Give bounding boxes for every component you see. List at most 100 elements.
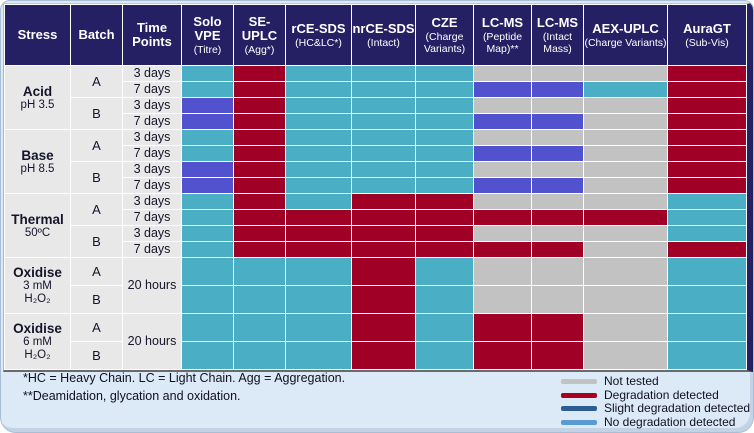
result-cell-no-degradation: [181, 341, 234, 370]
result-cell-degradation: [233, 129, 286, 146]
table-row: B: [5, 285, 747, 314]
column-header: LC-MS (Intact Mass): [531, 4, 584, 66]
result-cell-degradation: [415, 241, 474, 258]
legend-label: No degradation detected: [604, 414, 736, 429]
batch-label: A: [70, 313, 123, 342]
result-cell-degradation: [233, 113, 286, 130]
column-title: LC-MS: [536, 14, 579, 30]
result-cell-degradation: [233, 161, 286, 178]
stress-condition: pH 3.5: [20, 98, 55, 111]
result-cell-no-degradation: [415, 313, 474, 342]
result-cell-no-degradation: [415, 129, 474, 146]
result-cell-not-tested: [531, 129, 584, 146]
result-cell-degradation: [473, 313, 532, 342]
time-point-label: 20 hours: [122, 313, 182, 370]
result-cell-degradation: [667, 177, 747, 194]
stress-condition: 50ºC: [24, 226, 51, 239]
footnote-line: *HC = Heavy Chain. LC = Light Chain. Agg…: [23, 371, 346, 385]
results-table-frame: Stress Batch Time Points Solo VPE (Titre) SE-…: [3, 3, 753, 372]
batch-label: B: [70, 341, 123, 370]
result-cell-slight-degradation: [531, 177, 584, 194]
column-title: nrCE-SDS: [352, 20, 415, 36]
result-cell-no-degradation: [181, 285, 234, 314]
column-title: SE-UPLC: [241, 13, 278, 43]
result-cell-no-degradation: [181, 129, 234, 146]
result-cell-no-degradation: [415, 257, 474, 286]
result-cell-no-degradation: [583, 81, 668, 98]
result-cell-no-degradation: [667, 225, 747, 242]
result-cell-no-degradation: [285, 113, 352, 130]
result-cell-degradation: [233, 145, 286, 162]
time-point-label: 3 days: [122, 193, 182, 210]
result-cell-not-tested: [473, 97, 532, 114]
result-cell-degradation: [351, 193, 416, 210]
stress-name: Acid: [22, 83, 53, 99]
result-cell-slight-degradation: [181, 97, 234, 114]
result-cell-degradation: [531, 313, 584, 342]
time-point-label: 7 days: [122, 209, 182, 226]
column-header: Time Points: [122, 4, 182, 66]
legend-label: Not tested: [604, 374, 659, 389]
batch-label: B: [70, 285, 123, 314]
result-cell-not-tested: [583, 225, 668, 242]
column-subtitle: (Sub-Vis): [685, 36, 729, 49]
stress-condition: H₂O₂: [24, 293, 51, 305]
result-cell-no-degradation: [667, 193, 747, 210]
result-cell-no-degradation: [351, 161, 416, 178]
stress-label: Base pH 8.5: [4, 129, 71, 194]
legend-item: Not tested: [561, 375, 750, 389]
stress-name: Thermal: [11, 211, 64, 227]
column-subtitle: (Intact): [367, 36, 400, 49]
result-cell-no-degradation: [285, 257, 352, 286]
result-cell-no-degradation: [285, 129, 352, 146]
result-cell-slight-degradation: [531, 81, 584, 98]
column-subtitle: (Intact Mass): [542, 30, 573, 55]
column-title: AEX-UPLC: [592, 20, 659, 36]
stress-condition: pH 8.5: [20, 162, 55, 175]
time-point-label: 3 days: [122, 129, 182, 146]
result-cell-slight-degradation: [473, 113, 532, 130]
result-cell-not-tested: [531, 65, 584, 82]
result-cell-degradation: [667, 113, 747, 130]
result-cell-degradation: [351, 285, 416, 314]
column-header: CZE (Charge Variants): [415, 4, 474, 66]
legend-label: Slight degradation detected: [604, 401, 751, 416]
result-cell-not-tested: [583, 313, 668, 342]
result-cell-not-tested: [583, 65, 668, 82]
column-subtitle: (HC&LC*): [295, 36, 342, 49]
column-title: CZE: [431, 14, 458, 30]
legend: Not tested Degradation detected Slight deg…: [561, 375, 750, 429]
column-title: Batch: [78, 27, 115, 42]
batch-label: A: [70, 129, 123, 162]
result-cell-not-tested: [531, 97, 584, 114]
column-subtitle: (Titre): [193, 43, 222, 56]
time-point-label: 7 days: [122, 177, 182, 194]
result-cell-no-degradation: [351, 97, 416, 114]
table-row: Base pH 8.5 A 3 days: [4, 129, 747, 194]
result-cell-not-tested: [583, 241, 668, 258]
result-cell-degradation: [285, 241, 352, 258]
time-point-label: 3 days: [122, 161, 182, 178]
result-cell-no-degradation: [351, 177, 416, 194]
result-cell-no-degradation: [233, 257, 286, 286]
result-cell-not-tested: [531, 193, 584, 210]
result-cell-no-degradation: [415, 81, 474, 98]
result-cell-degradation: [351, 257, 416, 286]
result-cell-no-degradation: [415, 177, 474, 194]
time-point-label: 7 days: [122, 113, 182, 130]
legend-swatch: [561, 406, 597, 412]
result-cell-not-tested: [583, 113, 668, 130]
table-row: B: [5, 341, 747, 370]
result-cell-not-tested: [531, 257, 584, 286]
stress-label: Acid pH 3.5: [4, 65, 71, 130]
column-header: AEX-UPLC (Charge Variants): [583, 4, 668, 66]
result-cell-no-degradation: [415, 113, 474, 130]
result-cell-no-degradation: [415, 97, 474, 114]
result-cell-no-degradation: [667, 209, 747, 226]
result-cell-not-tested: [583, 161, 668, 178]
result-cell-degradation: [233, 241, 286, 258]
result-cell-slight-degradation: [473, 177, 532, 194]
result-cell-no-degradation: [415, 145, 474, 162]
